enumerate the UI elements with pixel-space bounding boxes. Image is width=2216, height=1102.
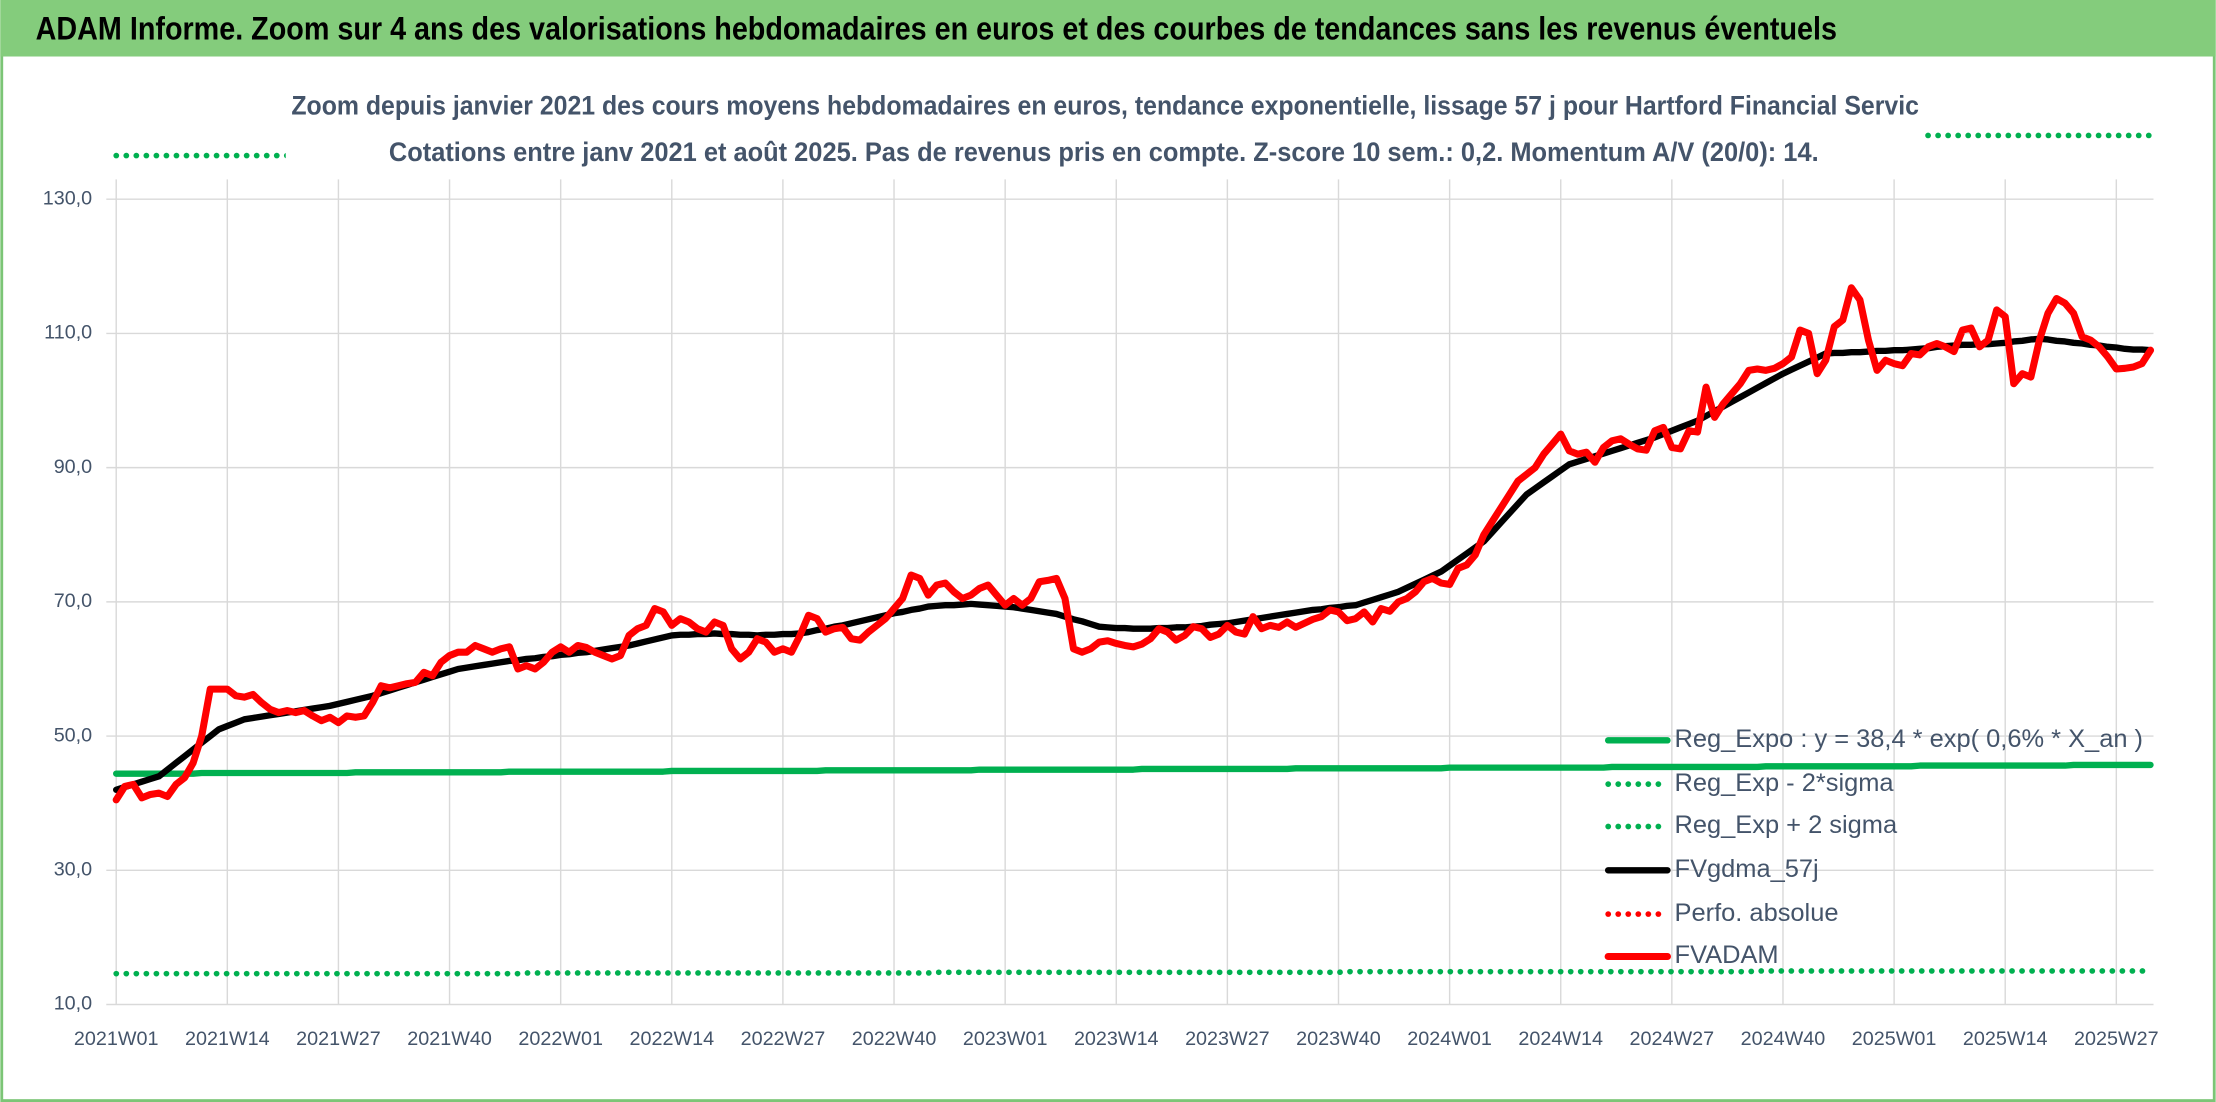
legend-label: FVADAM [1675,941,1779,969]
legend-label: Reg_Exp - 2*sigma [1675,769,1895,797]
page-title: ADAM Informe. Zoom sur 4 ans des valoris… [36,11,1837,47]
plot-area: 10,0 30,0 50,0 70,0 90,0 110,0 130,0 2021W01 202… [43,132,2159,1050]
x-tick-label: 2023W14 [1074,1028,1159,1050]
legend-label: Reg_Expo : y = 38,4 * exp( 0,6% * X_an ) [1675,725,2143,753]
series-line [112,284,2155,804]
x-tick-label: 2024W40 [1741,1028,1826,1050]
x-tick-label: 2021W40 [407,1028,492,1050]
legend-label: Perfo. absolue [1675,899,1839,927]
x-tick-label: 2024W27 [1630,1028,1715,1050]
x-tick-label: 2025W01 [1852,1028,1937,1050]
x-tick-label: 2021W14 [185,1028,270,1050]
x-tick-label: 2022W27 [741,1028,826,1050]
x-tick-label: 2021W27 [296,1028,381,1050]
x-tick-label: 2025W27 [2074,1028,2159,1050]
y-tick-label: 110,0 [44,322,92,344]
x-tick-label: 2023W27 [1185,1028,1270,1050]
y-tick-label: 50,0 [54,724,92,746]
x-tick-label: 2022W01 [518,1028,603,1050]
series-line [113,968,2154,977]
y-tick-label: 90,0 [54,456,92,478]
y-tick-label: 10,0 [54,993,92,1015]
header-band [0,0,2216,57]
title-background [285,81,1922,176]
legend: Reg_Expo : y = 38,4 * exp( 0,6% * X_an )… [1604,725,2143,969]
legend-label: FVgdma_57j [1675,855,1819,883]
chart-subtitle: Cotations entre janv 2021 et août 2025. … [389,137,1819,167]
x-tick-label: 2022W14 [629,1028,714,1050]
y-tick-label: 30,0 [54,859,92,881]
legend-label: Reg_Exp + 2 sigma [1675,811,1898,839]
x-tick-label: 2024W14 [1518,1028,1603,1050]
y-tick-label: 70,0 [54,590,92,612]
chart-title: Zoom depuis janvier 2021 des cours moyen… [291,90,1919,120]
x-tick-label: 2022W40 [852,1028,937,1050]
x-tick-label: 2023W01 [963,1028,1048,1050]
x-tick-label: 2021W01 [74,1028,159,1050]
y-tick-label: 130,0 [43,187,92,209]
series-line [113,761,2154,777]
x-tick-label: 2024W01 [1407,1028,1492,1050]
x-tick-label: 2025W14 [1963,1028,2048,1050]
x-tick-label: 2023W40 [1296,1028,1381,1050]
